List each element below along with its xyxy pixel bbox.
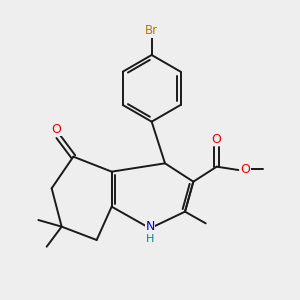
Text: O: O — [52, 123, 61, 136]
Text: O: O — [241, 163, 250, 176]
Text: O: O — [212, 133, 222, 146]
Text: H: H — [146, 234, 154, 244]
Text: N: N — [145, 220, 155, 233]
Text: Br: Br — [145, 25, 158, 38]
